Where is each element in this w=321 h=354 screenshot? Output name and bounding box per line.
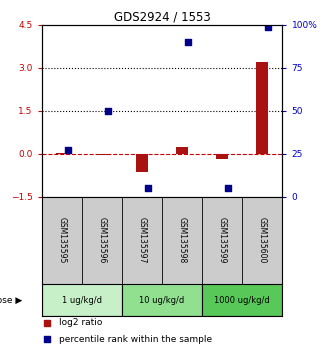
- Text: GSM135596: GSM135596: [97, 217, 107, 264]
- Text: GSM135600: GSM135600: [258, 217, 267, 264]
- Text: GSM135597: GSM135597: [137, 217, 147, 264]
- Point: [65, 148, 70, 153]
- Bar: [122, 284, 202, 316]
- Bar: [56, 153, 68, 154]
- Text: GSM135599: GSM135599: [218, 217, 227, 264]
- Point: [105, 108, 110, 114]
- Bar: [216, 154, 228, 159]
- Point: [44, 320, 49, 325]
- Text: GSM135598: GSM135598: [178, 217, 187, 264]
- Text: 10 ug/kg/d: 10 ug/kg/d: [140, 296, 185, 304]
- Point: [44, 336, 49, 342]
- Text: percentile rank within the sample: percentile rank within the sample: [59, 335, 212, 344]
- Text: 1000 ug/kg/d: 1000 ug/kg/d: [214, 296, 270, 304]
- Bar: [136, 154, 148, 172]
- Bar: [96, 154, 108, 155]
- Point: [266, 24, 271, 29]
- Bar: [202, 284, 282, 316]
- Text: dose ▶: dose ▶: [0, 296, 22, 304]
- Bar: [176, 148, 188, 154]
- Point: [145, 185, 151, 191]
- Point: [186, 39, 191, 45]
- Title: GDS2924 / 1553: GDS2924 / 1553: [114, 11, 211, 24]
- Text: log2 ratio: log2 ratio: [59, 318, 102, 327]
- Bar: [256, 62, 268, 154]
- Text: GSM135595: GSM135595: [57, 217, 66, 264]
- Point: [226, 185, 231, 191]
- Text: 1 ug/kg/d: 1 ug/kg/d: [62, 296, 102, 304]
- Bar: [42, 284, 122, 316]
